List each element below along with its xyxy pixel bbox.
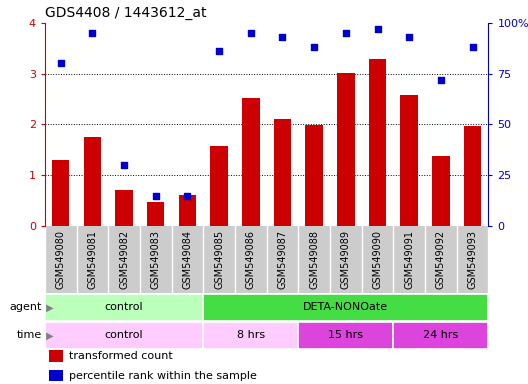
Bar [203, 322, 298, 349]
Text: DETA-NONOate: DETA-NONOate [303, 302, 389, 313]
Bar [298, 322, 393, 349]
Point [342, 30, 350, 36]
Text: agent: agent [10, 302, 42, 313]
Text: GSM549081: GSM549081 [88, 230, 97, 288]
Text: percentile rank within the sample: percentile rank within the sample [69, 371, 257, 381]
Bar [400, 95, 418, 226]
Bar [464, 126, 482, 226]
Bar [432, 156, 450, 226]
Bar [45, 294, 203, 321]
Point [405, 34, 413, 40]
Point [247, 30, 255, 36]
Bar [242, 98, 260, 226]
Bar [49, 370, 63, 381]
Text: GSM549092: GSM549092 [436, 230, 446, 289]
Text: GSM549082: GSM549082 [119, 230, 129, 289]
Point [88, 30, 97, 36]
Text: transformed count: transformed count [69, 351, 173, 361]
Point [120, 162, 128, 168]
Text: GSM549090: GSM549090 [373, 230, 382, 288]
Bar [210, 146, 228, 226]
Point [373, 26, 382, 32]
Bar [393, 322, 488, 349]
Text: GSM549088: GSM549088 [309, 230, 319, 288]
Text: time: time [17, 330, 42, 341]
Bar [178, 195, 196, 226]
Bar [45, 322, 203, 349]
Point [437, 76, 445, 83]
Text: GSM549093: GSM549093 [468, 230, 477, 288]
Bar [369, 59, 386, 226]
Bar [274, 119, 291, 226]
Text: 24 hrs: 24 hrs [423, 330, 458, 341]
Bar [115, 190, 133, 226]
Bar [305, 126, 323, 226]
Point [215, 48, 223, 54]
Text: ▶: ▶ [43, 330, 53, 341]
Bar [147, 202, 165, 226]
Text: GSM549083: GSM549083 [151, 230, 161, 288]
Point [468, 44, 477, 50]
Bar [83, 137, 101, 226]
Bar [52, 160, 69, 226]
Text: GSM549091: GSM549091 [404, 230, 414, 288]
Point [152, 193, 160, 199]
Text: control: control [105, 302, 144, 313]
Text: GDS4408 / 1443612_at: GDS4408 / 1443612_at [45, 6, 206, 20]
Text: GSM549080: GSM549080 [56, 230, 65, 288]
Text: control: control [105, 330, 144, 341]
Text: 15 hrs: 15 hrs [328, 330, 363, 341]
Bar [203, 294, 488, 321]
Point [310, 44, 318, 50]
Text: GSM549087: GSM549087 [278, 230, 287, 289]
Point [56, 60, 65, 66]
Text: GSM549089: GSM549089 [341, 230, 351, 288]
Bar [337, 73, 355, 226]
Point [183, 193, 192, 199]
Text: GSM549085: GSM549085 [214, 230, 224, 289]
Bar [49, 350, 63, 362]
Text: GSM549086: GSM549086 [246, 230, 256, 288]
Text: GSM549084: GSM549084 [183, 230, 192, 288]
Text: 8 hrs: 8 hrs [237, 330, 265, 341]
Text: ▶: ▶ [43, 302, 53, 313]
Point [278, 34, 287, 40]
